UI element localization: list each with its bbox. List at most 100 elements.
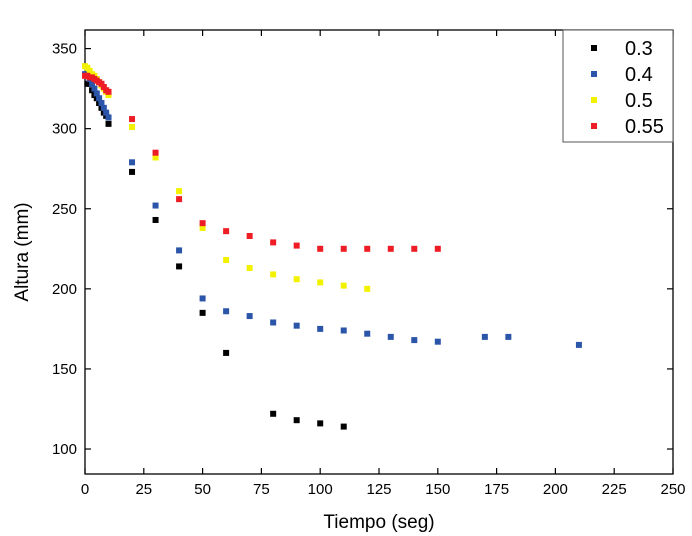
data-point: [129, 159, 136, 166]
data-point: [98, 80, 105, 87]
data-point: [176, 263, 183, 270]
data-point: [100, 84, 107, 91]
data-point: [364, 330, 371, 337]
data-point: [293, 242, 300, 249]
x-tick-label: 250: [660, 481, 685, 498]
data-point: [223, 308, 230, 315]
data-point: [103, 109, 110, 116]
y-tick-label: 100: [52, 441, 77, 458]
data-point: [176, 196, 183, 203]
data-point: [105, 120, 112, 127]
data-point: [176, 188, 183, 195]
series-0.5: [82, 63, 371, 292]
data-point: [105, 88, 112, 95]
data-point: [340, 245, 347, 252]
data-point: [152, 202, 159, 209]
x-axis-label: Tiempo (seg): [323, 512, 434, 533]
data-point: [246, 232, 253, 239]
legend-label: 0.5: [625, 90, 653, 112]
data-point: [270, 239, 277, 246]
data-point: [129, 124, 136, 131]
data-point: [270, 271, 277, 278]
data-point: [364, 285, 371, 292]
data-point: [152, 149, 159, 156]
data-point: [105, 92, 112, 99]
data-point: [246, 313, 253, 320]
data-point: [84, 64, 91, 71]
data-point: [89, 80, 96, 87]
data-point: [340, 327, 347, 334]
data-point: [317, 279, 324, 286]
data-point: [199, 220, 206, 227]
x-tick-label: 200: [543, 481, 568, 498]
data-point: [96, 95, 103, 102]
legend-label: 0.4: [625, 64, 653, 86]
data-point: [152, 154, 159, 161]
data-point: [293, 417, 300, 424]
data-point: [223, 257, 230, 264]
legend-marker: [591, 123, 597, 129]
data-point: [246, 265, 253, 272]
x-tick-label: 175: [484, 481, 509, 498]
data-point: [293, 276, 300, 283]
data-point: [387, 245, 394, 252]
data-point: [505, 333, 512, 340]
data-point: [93, 90, 100, 97]
data-point: [411, 245, 418, 252]
data-point: [176, 247, 183, 254]
x-tick-label: 25: [135, 481, 152, 498]
data-point: [340, 282, 347, 289]
data-point: [199, 309, 206, 316]
data-point: [340, 423, 347, 430]
data-point: [293, 322, 300, 329]
legend-marker: [591, 97, 597, 103]
y-tick-label: 200: [52, 281, 77, 298]
data-point: [364, 245, 371, 252]
data-point: [411, 337, 418, 344]
x-tick-label: 150: [425, 481, 450, 498]
y-tick-label: 350: [52, 41, 77, 58]
x-tick-label: 100: [308, 481, 333, 498]
data-point: [105, 114, 112, 121]
data-point: [434, 338, 441, 345]
legend-label: 0.3: [625, 38, 653, 60]
data-point: [317, 245, 324, 252]
legend-marker: [591, 71, 597, 77]
x-tick-label: 225: [602, 481, 627, 498]
y-tick-label: 300: [52, 121, 77, 138]
legend-box: [562, 29, 674, 143]
series-0.4: [82, 71, 582, 348]
x-tick-label: 50: [194, 481, 211, 498]
data-point: [100, 104, 107, 111]
data-point: [223, 349, 230, 356]
data-point: [387, 333, 394, 340]
legend-marker: [591, 45, 597, 51]
data-point: [152, 216, 159, 223]
data-point: [317, 420, 324, 427]
data-point: [98, 100, 105, 107]
data-point: [129, 168, 136, 175]
data-point: [270, 319, 277, 326]
data-point: [575, 341, 582, 348]
data-point: [481, 333, 488, 340]
data-point: [199, 224, 206, 231]
data-point: [86, 68, 93, 75]
x-tick-label: 0: [81, 481, 89, 498]
x-tick-label: 125: [366, 481, 391, 498]
data-point: [223, 228, 230, 235]
series-0.3: [84, 80, 347, 430]
legend: 0.3 0.4 0.5 0.55: [562, 29, 674, 143]
series-0.55: [82, 72, 441, 252]
y-axis-label: Altura (mm): [12, 202, 33, 301]
legend-label: 0.55: [625, 116, 664, 138]
x-tick-label: 75: [253, 481, 270, 498]
data-point: [270, 410, 277, 417]
y-tick-label: 250: [52, 201, 77, 218]
data-point: [91, 85, 98, 92]
data-point: [129, 116, 136, 123]
data-point: [317, 325, 324, 332]
data-point: [434, 245, 441, 252]
data-point: [199, 295, 206, 302]
y-tick-label: 150: [52, 361, 77, 378]
